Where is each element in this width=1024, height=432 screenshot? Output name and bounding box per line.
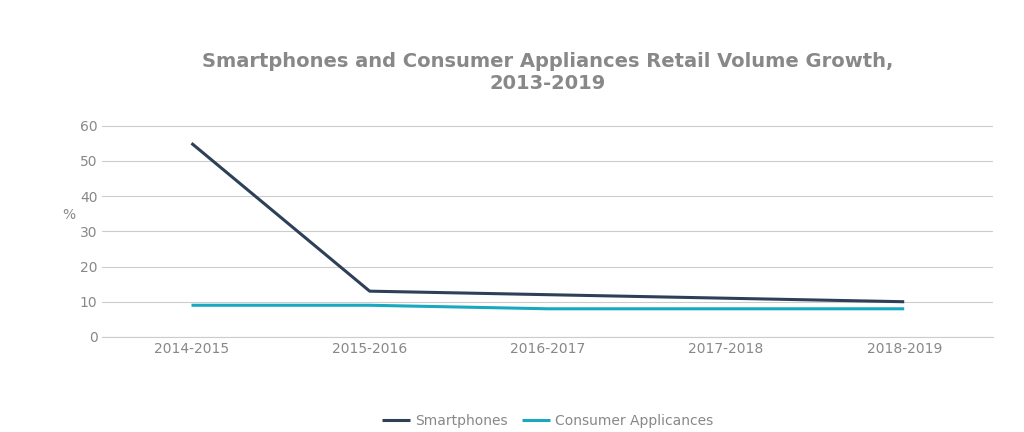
- Smartphones: [364, 289, 376, 294]
- Smartphones: [720, 295, 732, 301]
- Title: Smartphones and Consumer Appliances Retail Volume Growth,
2013-2019: Smartphones and Consumer Appliances Reta…: [202, 51, 894, 92]
- Smartphones: [898, 299, 910, 304]
- Line: Smartphones: Smartphones: [191, 143, 904, 302]
- Smartphones: [542, 292, 554, 297]
- Smartphones: [185, 141, 198, 146]
- Legend: Smartphones, Consumer Applicances: Smartphones, Consumer Applicances: [377, 408, 719, 432]
- Y-axis label: %: %: [62, 209, 76, 222]
- Consumer Applicances: [720, 306, 732, 311]
- Consumer Applicances: [185, 303, 198, 308]
- Consumer Applicances: [542, 306, 554, 311]
- Consumer Applicances: [364, 303, 376, 308]
- Consumer Applicances: [898, 306, 910, 311]
- Line: Consumer Applicances: Consumer Applicances: [191, 305, 904, 309]
